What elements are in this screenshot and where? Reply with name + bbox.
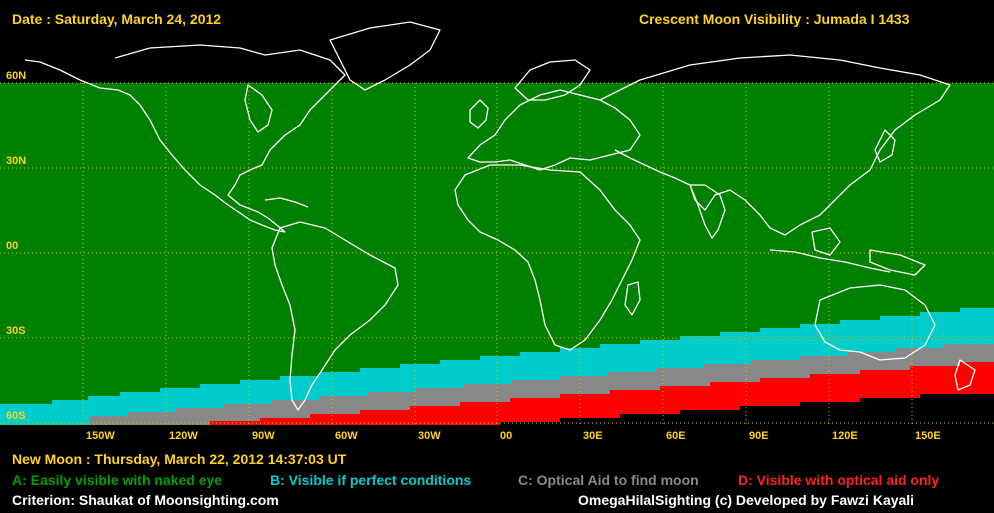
map-date: Date : Saturday, March 24, 2012 (12, 11, 222, 27)
coast-new-guinea (869, 249, 926, 276)
lat-label-60s: 60S (6, 410, 26, 422)
lon-label-30w: 30W (418, 430, 441, 442)
coast-north-america (24, 44, 346, 233)
coast-new-zealand (954, 359, 976, 391)
coast-borneo (811, 227, 841, 256)
coast-greenland (329, 21, 441, 91)
legend-d: D: Visible with optical aid only (738, 472, 940, 488)
legend-b: B: Visible if perfect conditions (270, 472, 472, 488)
lon-label-120w: 120W (169, 430, 198, 442)
graticule (0, 82, 994, 425)
lat-label-30n: 30N (6, 155, 27, 167)
criterion: Criterion: Shaukat of Moonsighting.com (12, 492, 279, 508)
coast-australia (814, 284, 936, 361)
coastlines (24, 21, 976, 411)
lat-label-30s: 30S (6, 325, 26, 337)
lon-label-60w: 60W (335, 430, 358, 442)
coast-south-america (271, 221, 399, 411)
coast-uk (469, 99, 489, 129)
coast-caribbean (264, 197, 309, 208)
coast-europe (467, 89, 641, 171)
lon-label-00: 00 (500, 430, 513, 442)
legend-c: C: Optical Aid to find moon (518, 472, 699, 488)
lon-label-150e: 150E (915, 430, 941, 442)
new-moon-time: New Moon : Thursday, March 22, 2012 14:3… (12, 451, 347, 467)
lon-label-30e: 30E (583, 430, 603, 442)
coast-africa (454, 164, 641, 351)
coast-india (689, 184, 726, 239)
coast-indonesia (769, 249, 891, 273)
legend-a: A: Easily visible with naked eye (12, 472, 223, 488)
coast-scandinavia (514, 59, 591, 101)
lon-label-60e: 60E (666, 430, 686, 442)
lat-label-00: 00 (6, 240, 19, 252)
coast-madagascar (624, 281, 641, 316)
lon-label-150w: 150W (86, 430, 115, 442)
lat-label-60n: 60N (6, 70, 27, 82)
coast-japan (874, 129, 896, 163)
zone-none-south (500, 394, 994, 425)
lon-label-90e: 90E (749, 430, 769, 442)
credit: OmegaHilalSighting (c) Developed by Fawz… (578, 492, 915, 508)
lon-label-120e: 120E (832, 430, 858, 442)
coast-hudson-bay (244, 84, 273, 133)
map-title: Crescent Moon Visibility : Jumada I 1433 (639, 11, 910, 27)
lon-label-90w: 90W (252, 430, 275, 442)
